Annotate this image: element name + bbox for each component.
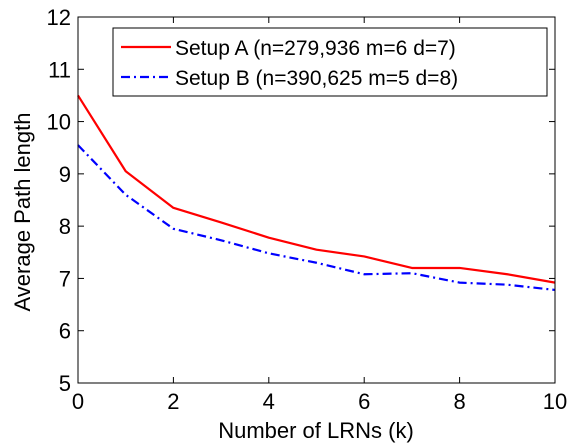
y-axis-ticks: 5 6 7 8 9 10 11 12 [47, 5, 555, 396]
series-lines [77, 94, 556, 292]
axes [77, 16, 556, 384]
y-tick-label: 7 [59, 266, 71, 291]
y-tick-label: 12 [47, 5, 71, 30]
y-axis-label: Average Path length [10, 113, 35, 312]
x-tick-label: 0 [72, 389, 84, 414]
y-tick-label: 11 [48, 57, 71, 82]
legend-label-setup-a: Setup A (n=279,936 m=6 d=7) [175, 37, 456, 60]
x-tick-label: 8 [453, 389, 465, 414]
series-line-setup-a [77, 94, 556, 284]
y-tick-label: 5 [59, 371, 71, 396]
x-axis-label: Number of LRNs (k) [218, 418, 414, 443]
x-axis-ticks: 0 2 4 6 8 10 [72, 17, 567, 414]
y-tick-label: 10 [47, 110, 71, 135]
x-tick-label: 2 [167, 389, 179, 414]
y-tick-label: 6 [59, 319, 71, 344]
y-tick-label: 8 [59, 214, 71, 239]
x-tick-label: 10 [543, 389, 567, 414]
x-tick-label: 4 [263, 389, 275, 414]
axes-box [77, 16, 556, 384]
y-tick-label: 9 [59, 162, 71, 187]
legend: Setup A (n=279,936 m=6 d=7) Setup B (n=39… [112, 27, 548, 97]
x-tick-label: 6 [358, 389, 370, 414]
legend-label-setup-b: Setup B (n=390,625 m=5 d=8) [175, 67, 458, 90]
legend-box [112, 27, 548, 97]
series-line-setup-b [77, 144, 556, 292]
